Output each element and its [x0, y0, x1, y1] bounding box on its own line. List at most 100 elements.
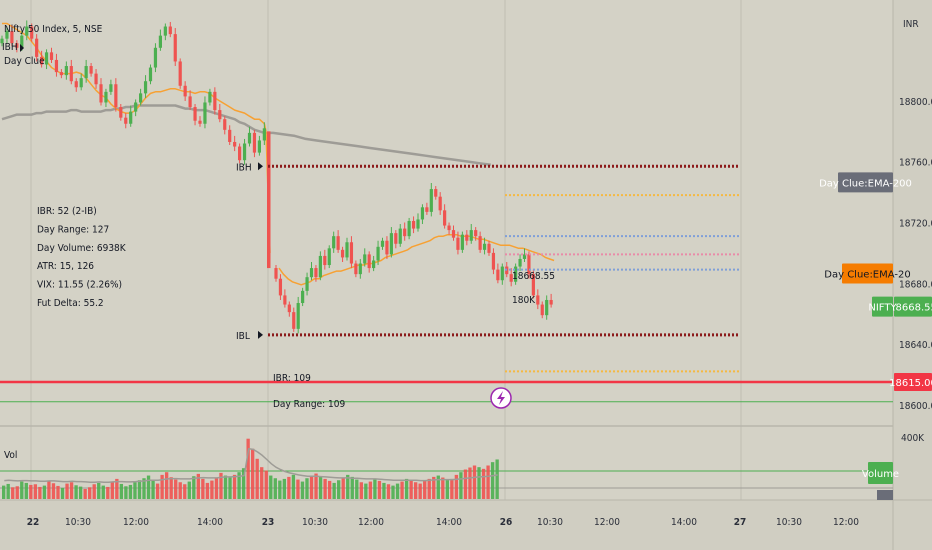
time-axis-area: [0, 500, 932, 550]
volume-tag[interactable]: Volume: [862, 462, 899, 484]
volume-bar: [251, 448, 255, 499]
volume-bar: [106, 486, 110, 499]
volume-bar: [413, 482, 418, 499]
candle-day1: [40, 56, 44, 65]
volume-bar: [441, 477, 445, 499]
candle-day1: [54, 59, 59, 73]
candle-day2: [456, 237, 460, 250]
candle-day2: [376, 246, 380, 261]
volume-bar: [409, 480, 413, 499]
volume-bar: [232, 474, 237, 499]
candle-day2: [283, 295, 287, 305]
volume-bar: [404, 478, 409, 499]
volume-bar: [155, 483, 160, 499]
candle-day1: [5, 31, 9, 39]
candle-day1: [49, 52, 54, 60]
volume-bar: [463, 469, 468, 499]
candle-day2: [540, 304, 544, 316]
volume-bar: [323, 478, 327, 499]
volume-bar: [260, 467, 264, 499]
volume-bar: [246, 438, 250, 499]
red-level-price-tag[interactable]: 18615.00: [889, 373, 932, 392]
time-axis-tick: 27: [734, 517, 747, 528]
price-note: 18668.55: [512, 271, 555, 282]
candle-day2: [474, 230, 478, 237]
volume-bar: [386, 484, 391, 499]
candle-day2: [518, 258, 522, 267]
time-axis-tick: 14:00: [197, 517, 223, 528]
volume-bar: [51, 483, 56, 499]
volume-bar: [359, 482, 363, 499]
lightning-icon[interactable]: [490, 387, 512, 409]
candle-day2: [301, 290, 305, 304]
candle-day2: [327, 248, 331, 266]
day1-stat-line: ATR: 15, 126: [37, 261, 94, 272]
volume-bar: [214, 478, 219, 499]
candle-day1: [84, 66, 88, 79]
volume-bar: [445, 479, 449, 499]
day1-stat-line: IBR: 52 (2-IB): [37, 206, 97, 217]
volume-bar: [228, 477, 232, 499]
time-axis-tick: 26: [500, 517, 513, 528]
last-price-tag-text: 18668.55: [889, 303, 932, 314]
volume-bar: [151, 479, 155, 499]
time-axis-tick: 12:00: [594, 517, 620, 528]
candle-day2: [309, 268, 314, 278]
volume-bar: [241, 468, 246, 499]
time-axis-tick: 10:30: [776, 517, 802, 528]
price-axis-tick: 18800.00: [899, 97, 932, 108]
candle-day1: [247, 132, 252, 144]
candle-day1: [208, 91, 212, 103]
candle-day1: [168, 26, 172, 35]
volume-note: 180K: [512, 295, 536, 306]
ema-20-line-day2: [278, 233, 555, 286]
volume-bar: [418, 483, 422, 499]
last-price-tag[interactable]: 18668.55: [889, 296, 932, 317]
volume-bar: [38, 486, 42, 499]
volume-bar: [287, 476, 291, 499]
volume-bar: [205, 482, 210, 499]
candle-day2: [336, 236, 340, 250]
volume-bar: [219, 472, 223, 499]
volume-bar: [146, 475, 151, 499]
volume-bar: [282, 478, 287, 499]
symbol-tag-text: NIFTY: [868, 303, 897, 314]
red-level-price-tag-text: 18615.00: [889, 378, 932, 389]
day1-stat-line: Day Range: 127: [37, 224, 109, 235]
volume-bar: [450, 478, 454, 499]
volume-bar: [160, 474, 164, 499]
indicator-ibh-label: IBH: [2, 42, 18, 53]
candle-day1: [188, 96, 192, 108]
volume-bar: [346, 474, 350, 499]
candle-day2: [296, 303, 300, 329]
candle-day2: [345, 242, 349, 258]
candle-day2: [451, 230, 456, 238]
ema200-price-tag[interactable]: Day Clue:EMA-200: [819, 172, 912, 193]
time-axis-tick: 12:00: [123, 517, 149, 528]
price-axis-tick: 18680.00: [899, 279, 932, 290]
candle-day1: [163, 26, 167, 36]
candle-day2: [425, 207, 429, 212]
candle-day2: [438, 196, 442, 211]
day1-stat-line: Fut Delta: 55.2: [37, 298, 104, 309]
candle-day1: [203, 102, 207, 124]
candle-day2: [522, 254, 527, 259]
volume-bar: [432, 476, 436, 499]
volume-bar: [291, 474, 296, 499]
candle-day1: [35, 38, 39, 57]
volume-bar: [481, 468, 486, 499]
candle-day2: [416, 219, 420, 229]
candle-day1: [223, 119, 227, 130]
volume-bar: [128, 484, 133, 499]
volume-bar: [20, 481, 24, 499]
ema20-price-tag[interactable]: Day Clue:EMA-20: [824, 263, 911, 284]
volume-bar: [6, 483, 10, 499]
volume-bar: [305, 478, 309, 499]
symbol-tag[interactable]: NIFTY: [868, 296, 897, 317]
time-axis-tick: 12:00: [358, 517, 384, 528]
volume-bar: [15, 486, 19, 499]
candle-day2: [478, 236, 482, 250]
